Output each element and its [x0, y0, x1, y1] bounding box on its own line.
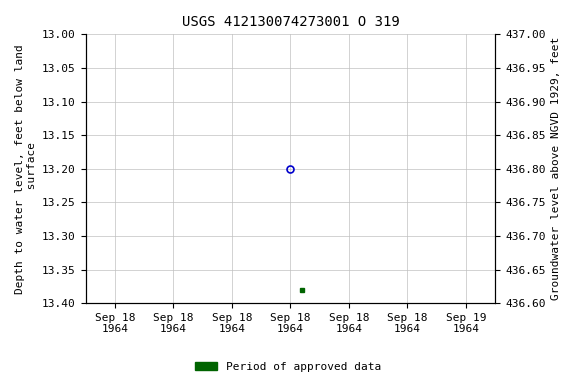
Y-axis label: Groundwater level above NGVD 1929, feet: Groundwater level above NGVD 1929, feet: [551, 37, 561, 300]
Title: USGS 412130074273001 O 319: USGS 412130074273001 O 319: [181, 15, 399, 29]
Y-axis label: Depth to water level, feet below land
 surface: Depth to water level, feet below land su…: [15, 44, 37, 294]
Legend: Period of approved data: Period of approved data: [191, 358, 385, 377]
